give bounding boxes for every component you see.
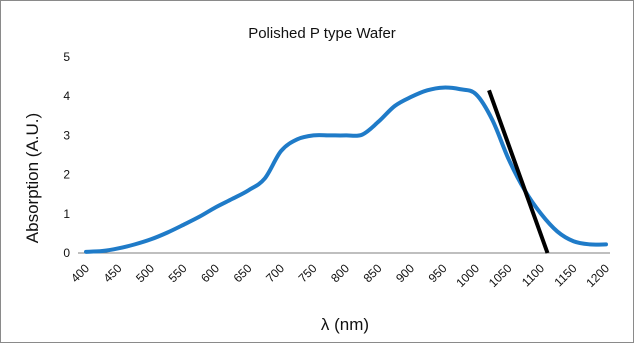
y-tick-label: 4 xyxy=(63,89,70,103)
x-tick-label: 750 xyxy=(296,261,320,285)
series-line xyxy=(84,85,608,254)
x-tick-label: 400 xyxy=(68,261,92,285)
x-tick-label: 450 xyxy=(101,261,125,285)
tangent-line xyxy=(487,89,550,254)
x-tick-label: 1150 xyxy=(551,261,579,289)
y-tick-label: 1 xyxy=(63,207,70,221)
x-tick-label: 650 xyxy=(231,261,255,285)
y-tick-label: 2 xyxy=(63,168,70,182)
x-tick-label: 1050 xyxy=(486,261,515,290)
x-tick-label: 800 xyxy=(328,261,352,285)
x-tick-label: 850 xyxy=(361,261,385,285)
x-tick-label: 1000 xyxy=(453,261,482,290)
y-tick-label: 3 xyxy=(63,128,70,142)
y-axis-label: Absorption (A.U.) xyxy=(23,113,42,243)
x-tick-label: 900 xyxy=(393,261,417,285)
x-tick-label: 950 xyxy=(426,261,450,285)
x-tick-label: 1100 xyxy=(519,261,547,289)
x-tick-label: 1200 xyxy=(583,261,612,290)
chart-title: Polished P type Wafer xyxy=(248,25,396,42)
x-tick-label: 600 xyxy=(198,261,222,285)
y-tick-label: 0 xyxy=(63,246,70,260)
x-tick-label: 500 xyxy=(133,261,157,285)
x-tick-label: 700 xyxy=(263,261,287,285)
x-tick-label: 550 xyxy=(166,261,190,285)
y-tick-label: 5 xyxy=(63,50,70,64)
x-axis-label: λ (nm) xyxy=(321,315,369,334)
